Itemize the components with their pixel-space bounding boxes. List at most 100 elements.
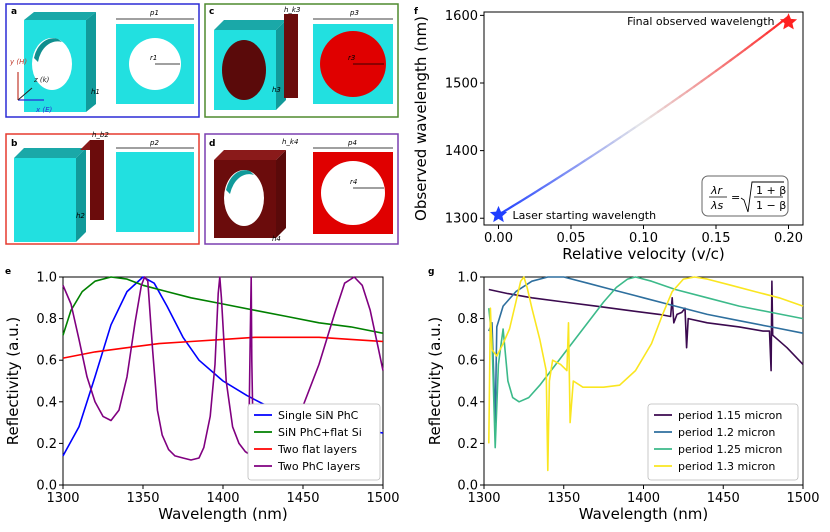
y-tick-label: 0.2 xyxy=(36,437,57,452)
x-tick-label: 1500 xyxy=(366,491,399,506)
panel-d-label: d xyxy=(209,139,215,149)
doppler-curve-segment xyxy=(772,21,783,29)
x-tick-label: 1500 xyxy=(786,491,819,506)
start-star-marker xyxy=(489,205,508,223)
dim-p4: p4 xyxy=(347,139,357,147)
x-tick-label: 1350 xyxy=(547,491,580,506)
legend-label: Two PhC layers xyxy=(277,460,361,473)
slab-c2 xyxy=(284,14,298,98)
series-line-two-flat-layers xyxy=(62,336,384,359)
dim-h3: h3 xyxy=(272,86,281,94)
doppler-curve-segment xyxy=(504,204,515,212)
slab-b-front xyxy=(14,158,76,242)
doppler-curve-segment xyxy=(526,191,536,199)
panel-d: d h_k4 h4 p4 r4 xyxy=(204,133,399,245)
hole-c xyxy=(222,40,266,100)
y-tick-label: 0.8 xyxy=(36,312,57,327)
doppler-curve-segment xyxy=(598,144,609,152)
formula-box xyxy=(701,175,789,217)
hole-d xyxy=(224,170,264,226)
doppler-curve-segment xyxy=(722,59,732,67)
y-tick-label: 1.0 xyxy=(457,271,478,286)
chart-f: 0.00 0.05 0.10 0.15 0.20 1300 1400 1500 1600 Rela… xyxy=(412,7,804,263)
x-tick-label: 1300 xyxy=(46,491,79,506)
series-line-period-1-3-micron xyxy=(488,276,804,472)
doppler-curve-segment xyxy=(533,186,544,194)
y-tick-label: 0.0 xyxy=(36,479,57,494)
doppler-curve-segment xyxy=(540,182,551,190)
x-tick-label: 1400 xyxy=(206,491,239,506)
slab-d-side xyxy=(276,150,286,238)
x-tick-label: 1450 xyxy=(286,491,319,506)
x-tick-label: 1300 xyxy=(467,491,500,506)
doppler-curve-segment xyxy=(729,53,739,62)
doppler-curve-segment xyxy=(591,149,602,157)
legend-box xyxy=(247,403,381,481)
legend-label: period 1.25 micron xyxy=(678,443,782,456)
dim-p1: p1 xyxy=(149,9,159,17)
y-tick-label: 1400 xyxy=(445,144,478,159)
doppler-curve-segment xyxy=(613,135,623,143)
slab-a-side xyxy=(86,12,96,112)
x-tick-label: 1450 xyxy=(707,491,740,506)
series-line-period-1-2-micron xyxy=(488,276,804,424)
doppler-curve-segment xyxy=(671,95,681,103)
slab-a-top xyxy=(24,12,96,20)
dim-p2: p2 xyxy=(149,139,159,147)
formula-lhs-den: λs xyxy=(710,199,724,212)
doppler-curve-segment xyxy=(642,115,652,123)
doppler-curve-segment xyxy=(714,64,725,72)
x-tick-label: 0.15 xyxy=(702,231,731,246)
x-tick-label: 0.00 xyxy=(484,231,513,246)
doppler-curve-segment xyxy=(758,32,768,40)
y-tick-label: 0.4 xyxy=(457,395,478,410)
panel-g-label: g xyxy=(428,267,434,277)
y-tick-label: 0.0 xyxy=(457,479,478,494)
doppler-curve-segment xyxy=(606,140,616,148)
doppler-curve-segment xyxy=(519,195,529,203)
doppler-curve-segment xyxy=(577,159,587,167)
slab-b-side xyxy=(76,148,86,242)
end-marker-label: Final observed wavelength xyxy=(627,15,774,28)
doppler-curve-segment xyxy=(707,69,718,78)
series-line-period-1-15-micron xyxy=(488,280,804,372)
slab-c-side xyxy=(276,20,286,110)
slab-c-top xyxy=(214,20,286,30)
x-tick-label: 0.10 xyxy=(629,231,658,246)
panel-c-label: c xyxy=(209,7,214,17)
series-line-period-1-25-micron xyxy=(488,276,804,449)
doppler-curve-segment xyxy=(562,168,573,176)
doppler-curve-segment xyxy=(548,177,558,185)
y-tick-label: 1300 xyxy=(445,212,478,227)
panel-f-label: f xyxy=(414,7,418,17)
chart-g: 1300 1350 1400 1450 1500 0.0 0.2 0.4 0.6 0.8 1.0 Wa… xyxy=(426,267,820,523)
k-axis-arrow xyxy=(17,87,33,101)
panel-a: a y (H) z (k) x (E) h1 p1 r1 xyxy=(5,3,200,118)
doppler-curve-segment xyxy=(656,105,667,113)
front-view-b xyxy=(116,152,194,232)
x-tick-label: 1400 xyxy=(627,491,660,506)
doppler-curve-segment xyxy=(765,26,776,35)
doppler-curve-segment xyxy=(555,173,565,180)
hole-a-wall xyxy=(34,38,62,62)
doppler-curve-segment xyxy=(678,90,689,98)
legend-label: period 1.15 micron xyxy=(678,409,782,422)
y-tick-label: 1.0 xyxy=(36,271,57,286)
panel-d-border xyxy=(204,133,399,245)
formula-lhs-num: λr xyxy=(710,184,724,197)
x-tick-label: 0.20 xyxy=(774,231,803,246)
panel-b: b h_b2 h2 p2 xyxy=(5,131,200,245)
dim-hk4: h_k4 xyxy=(282,138,298,146)
doppler-curve-segment xyxy=(620,130,631,138)
dim-h2: h2 xyxy=(76,212,85,220)
legend-label: period 1.3 micron xyxy=(678,460,775,473)
legend-label: Single SiN PhC xyxy=(278,409,359,422)
doppler-curve-segment xyxy=(693,80,703,88)
y-axis-title: Reflectivity (a.u.) xyxy=(4,317,22,445)
y-tick-label: 0.6 xyxy=(36,354,57,369)
doppler-curve-segment xyxy=(664,100,674,108)
panel-a-label: a xyxy=(11,7,17,17)
dim-r3: r3 xyxy=(348,54,355,62)
panel-e-label: e xyxy=(5,267,11,277)
